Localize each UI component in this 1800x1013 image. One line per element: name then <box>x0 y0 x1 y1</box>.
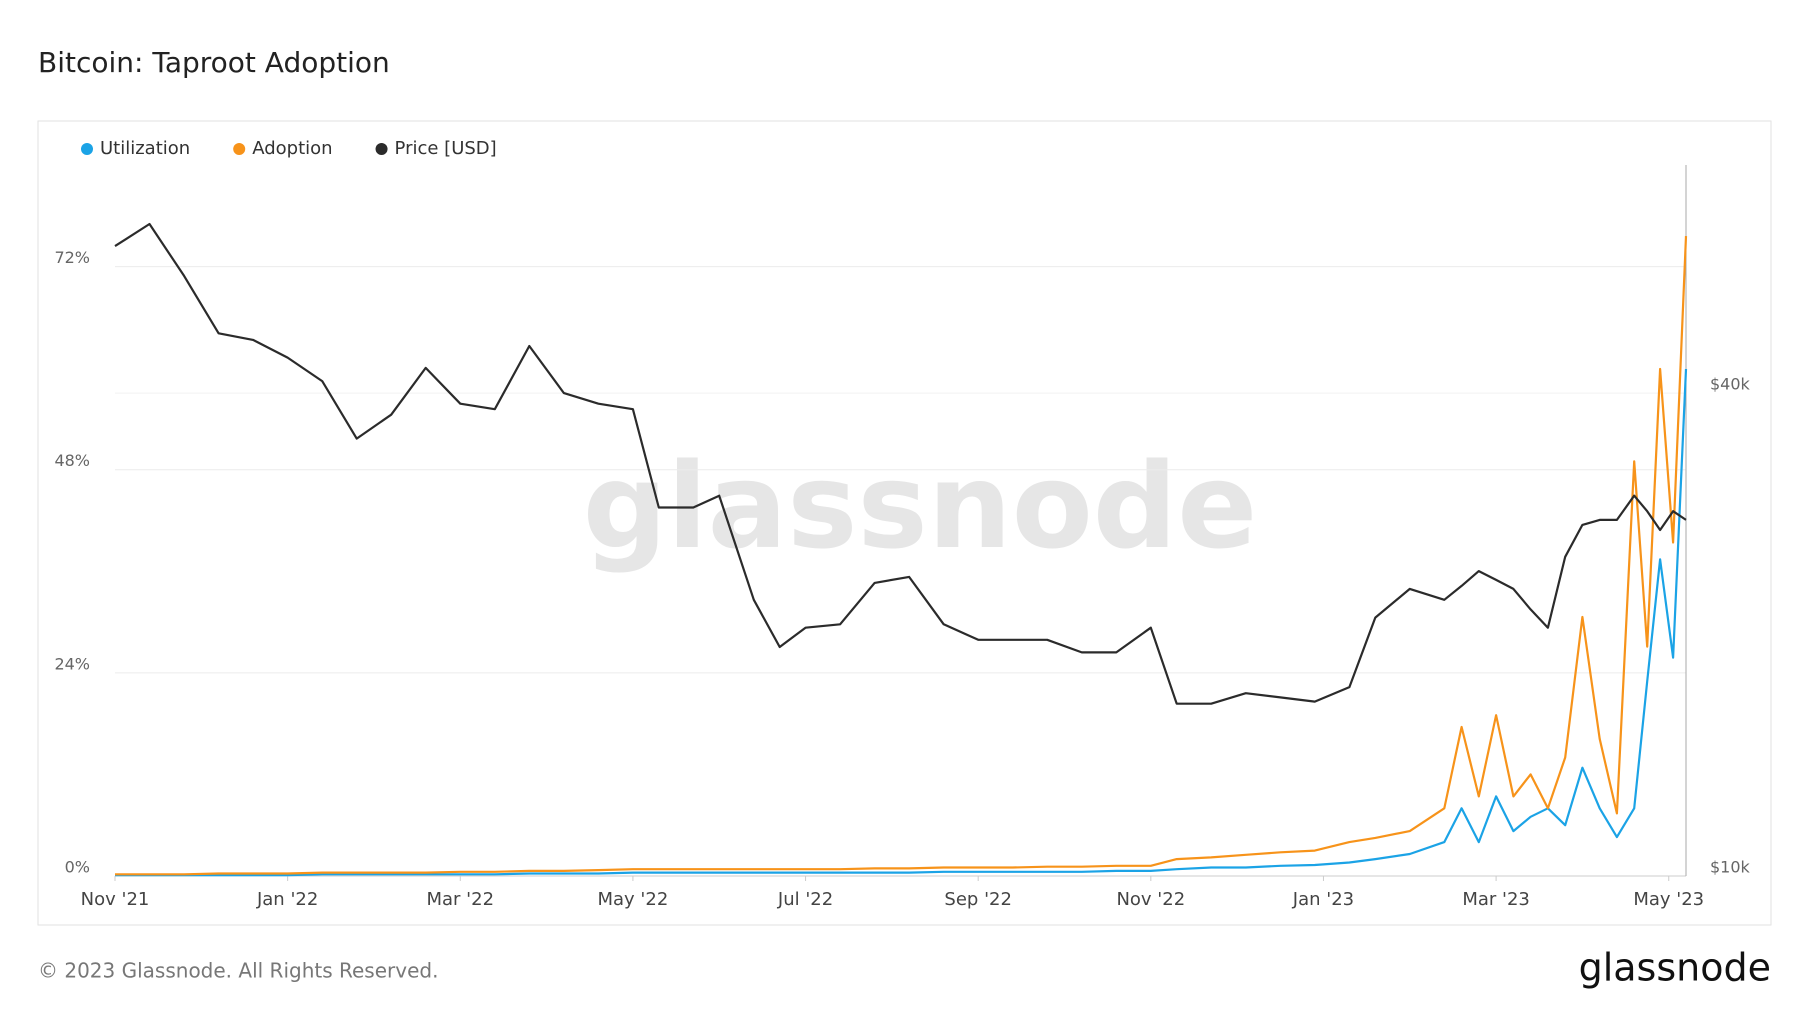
x-tick-label: Nov '22 <box>1116 889 1185 910</box>
y2-tick-label: $10k <box>1710 858 1751 877</box>
legend-label: Utilization <box>100 138 190 159</box>
series-line <box>115 368 1688 877</box>
x-tick-label: May '23 <box>1633 889 1704 910</box>
series-line <box>115 236 1688 876</box>
logo: glassnode <box>1579 946 1771 990</box>
y-tick-label: 24% <box>54 654 90 673</box>
legend-dot <box>233 143 246 155</box>
watermark: glassnode <box>583 437 1258 575</box>
series-line <box>114 222 1687 705</box>
x-tick-label: Jan '22 <box>256 889 318 910</box>
x-tick-label: Mar '22 <box>427 889 495 910</box>
x-tick-label: Mar '23 <box>1462 889 1530 910</box>
legend-label: Adoption <box>252 138 332 159</box>
x-tick-label: Jul '22 <box>777 889 833 910</box>
x-tick-label: May '22 <box>598 889 669 910</box>
chart-title: Bitcoin: Taproot Adoption <box>38 46 390 79</box>
y-tick-label: 72% <box>54 248 90 267</box>
y2-tick-label: $40k <box>1710 375 1751 394</box>
x-tick-label: Sep '22 <box>944 889 1012 910</box>
x-tick-label: Jan '23 <box>1292 889 1354 910</box>
footer: © 2023 Glassnode. All Rights Reserved. <box>38 959 438 983</box>
legend-dot <box>375 143 388 155</box>
chart-frame <box>37 120 1772 926</box>
legend-label: Price [USD] <box>395 138 497 159</box>
y-tick-label: 0% <box>65 858 90 877</box>
x-tick-label: Nov '21 <box>81 889 150 910</box>
legend-dot <box>81 143 93 155</box>
y-tick-label: 48% <box>54 451 90 470</box>
